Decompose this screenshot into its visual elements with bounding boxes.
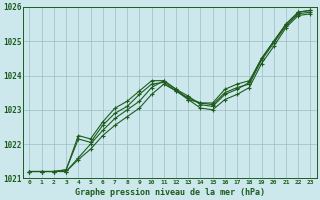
- X-axis label: Graphe pression niveau de la mer (hPa): Graphe pression niveau de la mer (hPa): [75, 188, 265, 197]
